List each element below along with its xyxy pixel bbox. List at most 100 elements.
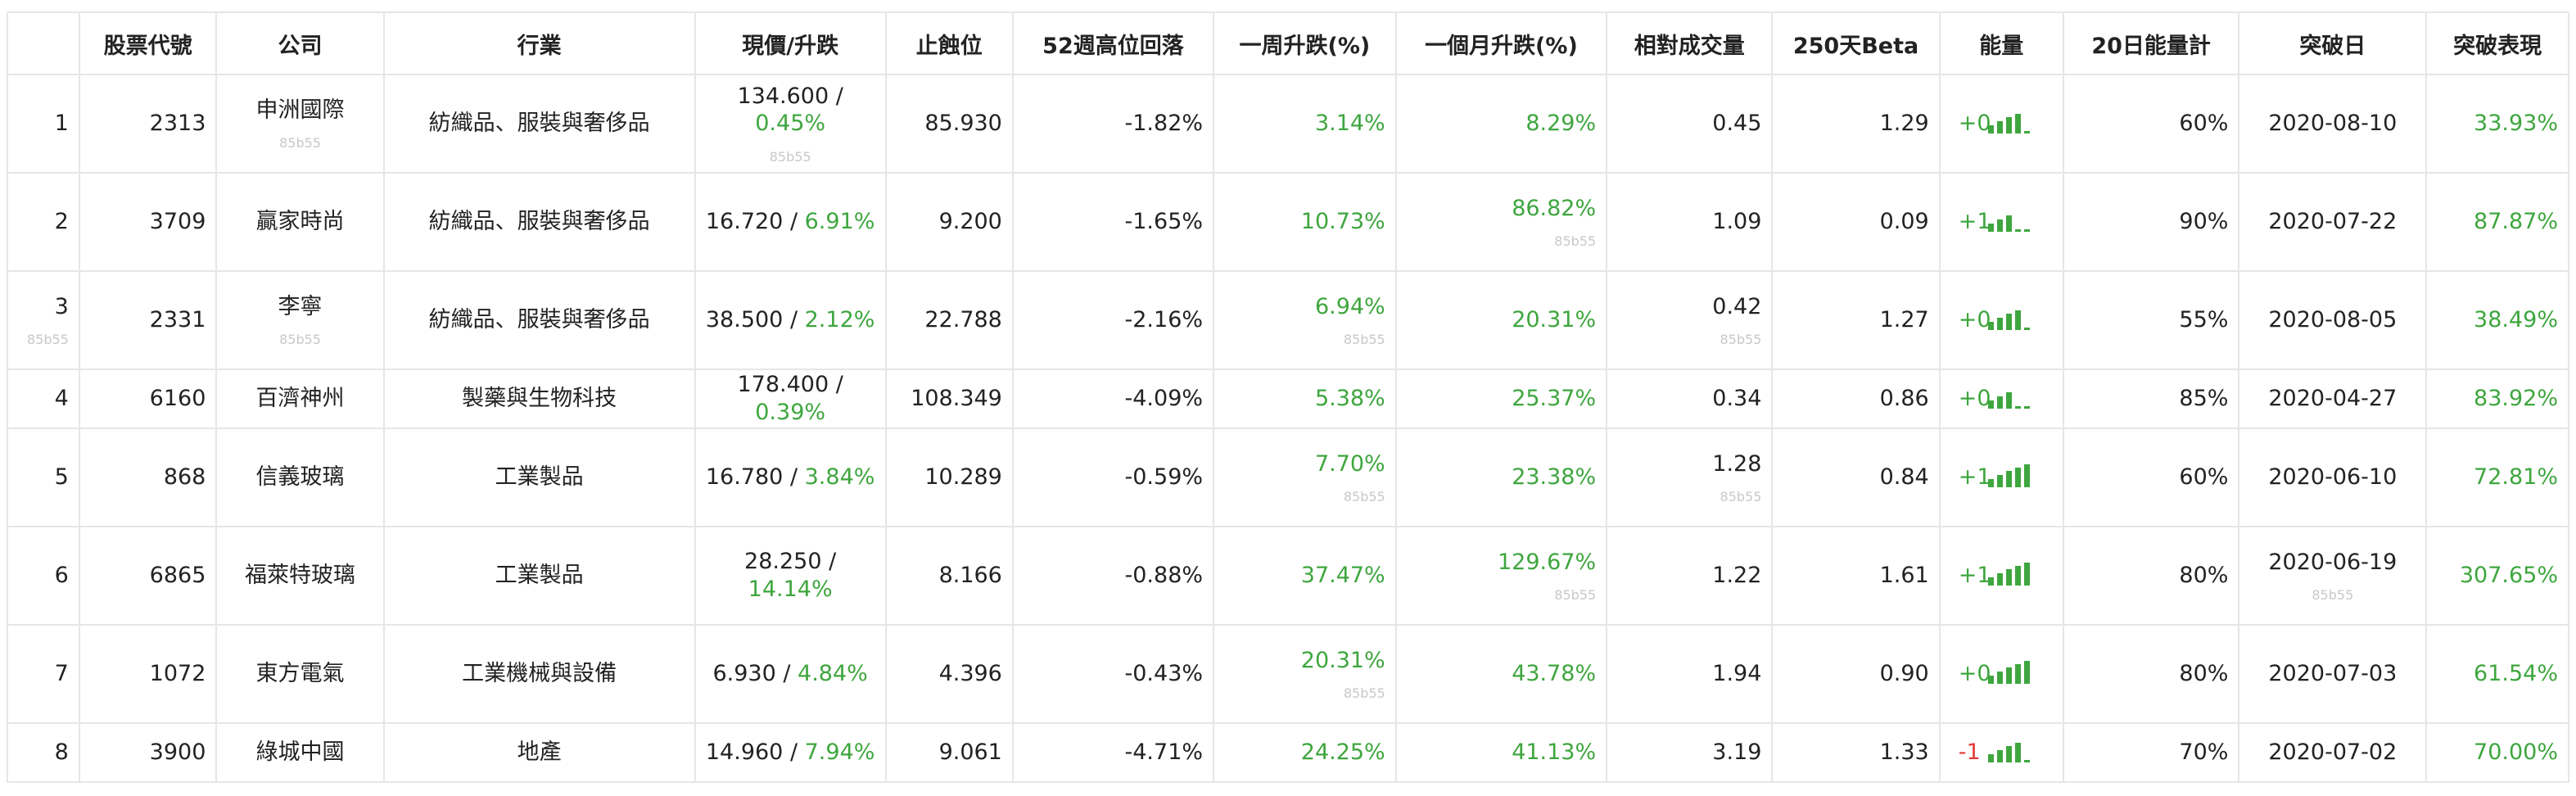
- signal-bars-icon: [1987, 111, 2030, 134]
- meter-cell: 90%: [2062, 172, 2240, 272]
- stop-cell: 22.788: [884, 270, 1014, 370]
- stop-cell: 10.289: [884, 427, 1014, 527]
- col-header-company[interactable]: 公司: [215, 11, 385, 75]
- table-row[interactable]: 6 6865 福萊特玻璃 工業製品 28.250 / 14.14% 8.166 …: [7, 526, 2569, 626]
- row-index: 4: [54, 386, 69, 412]
- table-row[interactable]: 4 6160 百濟神州 製藥與生物科技 178.400 / 0.39% 108.…: [7, 369, 2569, 429]
- month-change: 25.37%: [1512, 386, 1597, 412]
- beta-value: 1.61: [1879, 563, 1929, 589]
- week-change: 3.14%: [1314, 111, 1385, 137]
- col-header-meter[interactable]: 20日能量計: [2062, 11, 2240, 75]
- month-cell: 8.29%: [1394, 74, 1608, 174]
- company-cell: 贏家時尚: [215, 172, 385, 272]
- col-header-breakout-date[interactable]: 突破日: [2238, 11, 2428, 75]
- row-index-cell: 5: [7, 427, 80, 527]
- company-sub: 85b55: [279, 135, 321, 152]
- signal-bars-icon: [1987, 739, 2030, 763]
- industry-name: 紡織品、服裝與奢侈品: [428, 307, 650, 333]
- company-name[interactable]: 百濟神州: [255, 386, 345, 412]
- energy-cell: -1: [1938, 722, 2064, 783]
- beta-cell: 1.61: [1771, 526, 1941, 626]
- industry-name: 製藥與生物科技: [462, 386, 617, 412]
- signal-bar: [1996, 318, 2003, 331]
- month-change: 41.13%: [1512, 739, 1597, 766]
- col-header-code[interactable]: 股票代號: [78, 11, 218, 75]
- col-header-industry[interactable]: 行業: [382, 11, 696, 75]
- col-header-breakout-perf[interactable]: 突破表現: [2425, 11, 2569, 75]
- code-cell: 2313: [78, 74, 218, 174]
- table-row[interactable]: 7 1072 東方電氣 工業機械與設備 6.930 / 4.84% 4.396 …: [7, 624, 2569, 724]
- breakout-date: 2020-06-19: [2268, 549, 2397, 575]
- relvol-cell: 1.09: [1606, 172, 1774, 272]
- col-header-price[interactable]: 現價/升跌: [694, 11, 887, 75]
- month-change: 20.31%: [1512, 307, 1597, 333]
- meter-cell: 60%: [2062, 74, 2240, 174]
- price-change: 3.84%: [804, 464, 875, 491]
- beta-cell: 0.86: [1771, 369, 1941, 429]
- table-row[interactable]: 5 868 信義玻璃 工業製品 16.780 / 3.84% 10.289 -0…: [7, 427, 2569, 527]
- table-row[interactable]: 8 3900 綠城中國 地產 14.960 / 7.94% 9.061 -4.7…: [7, 722, 2569, 783]
- energy-value: +0: [1958, 111, 1991, 137]
- row-index-sub: 85b55: [26, 332, 69, 348]
- col-header-stop[interactable]: 止蝕位: [884, 11, 1014, 75]
- signal-bar: [1987, 577, 1994, 586]
- signal-bar: [2005, 314, 2012, 331]
- company-cell: 信義玻璃: [215, 427, 385, 527]
- price-separator: /: [783, 209, 805, 235]
- signal-bar: [2014, 310, 2021, 331]
- week-change: 7.70%: [1314, 450, 1385, 477]
- signal-bar: [2005, 392, 2012, 409]
- signal-bar: [2023, 661, 2030, 685]
- table-row[interactable]: 3 85b55 2331 李寧 85b55 紡織品、服裝與奢侈品 38.500 / …: [7, 270, 2569, 370]
- stop-loss-value: 85.930: [924, 111, 1002, 137]
- week-sub: 85b55: [1343, 489, 1385, 505]
- week-cell: 5.38%: [1213, 369, 1397, 429]
- price-change: 0.45%: [755, 111, 826, 137]
- company-name[interactable]: 福萊特玻璃: [245, 563, 356, 589]
- col-header-energy[interactable]: 能量: [1938, 11, 2064, 75]
- company-cell: 百濟神州: [215, 369, 385, 429]
- energy-value: +1: [1958, 464, 1991, 491]
- drawdown-value: -1.82%: [1124, 111, 1204, 137]
- col-header-beta[interactable]: 250天Beta: [1771, 11, 1941, 75]
- table-row[interactable]: 2 3709 贏家時尚 紡織品、服裝與奢侈品 16.720 / 6.91% 9.…: [7, 172, 2569, 272]
- company-name[interactable]: 東方電氣: [255, 661, 345, 687]
- relative-volume: 1.09: [1712, 209, 1762, 235]
- price-separator: /: [783, 307, 805, 333]
- energy-cell: +0: [1938, 624, 2064, 724]
- company-name[interactable]: 信義玻璃: [255, 464, 345, 491]
- price-cell: 16.780 / 3.84%: [694, 427, 887, 527]
- beta-value: 1.29: [1879, 111, 1929, 137]
- company-name[interactable]: 贏家時尚: [255, 209, 345, 235]
- stock-code[interactable]: 868: [163, 464, 206, 491]
- stock-code[interactable]: 3900: [149, 739, 206, 766]
- breakout-date-cell: 2020-06-19 85b55: [2238, 526, 2428, 626]
- company-name[interactable]: 綠城中國: [255, 739, 345, 766]
- company-name[interactable]: 申洲國際: [255, 97, 345, 123]
- stock-code[interactable]: 6865: [149, 563, 206, 589]
- breakout-perf-cell: 87.87%: [2425, 172, 2569, 272]
- col-header-month[interactable]: 一個月升跌(%): [1394, 11, 1608, 75]
- stock-code[interactable]: 2313: [149, 111, 206, 137]
- month-cell: 129.67% 85b55: [1394, 526, 1608, 626]
- industry-cell: 製藥與生物科技: [382, 369, 696, 429]
- stock-code[interactable]: 6160: [149, 386, 206, 412]
- stock-code[interactable]: 2331: [149, 307, 206, 333]
- beta-cell: 0.90: [1771, 624, 1941, 724]
- industry-name: 工業機械與設備: [462, 661, 617, 687]
- stock-code[interactable]: 1072: [149, 661, 206, 687]
- industry-cell: 工業製品: [382, 427, 696, 527]
- week-sub: 85b55: [1343, 332, 1385, 348]
- table-row[interactable]: 1 2313 申洲國際 85b55 紡織品、服裝與奢侈品 134.600 / 0.…: [7, 74, 2569, 174]
- price-value: 16.720: [705, 209, 784, 235]
- col-header-week[interactable]: 一周升跌(%): [1213, 11, 1397, 75]
- col-header-index[interactable]: [7, 11, 80, 75]
- energy-value: +0: [1958, 307, 1991, 333]
- col-header-drawdown[interactable]: 52週高位回落: [1011, 11, 1215, 75]
- stock-code[interactable]: 3709: [149, 209, 206, 235]
- relative-volume: 1.94: [1712, 661, 1762, 687]
- relative-volume: 1.22: [1712, 563, 1762, 589]
- col-header-relvol[interactable]: 相對成交量: [1606, 11, 1774, 75]
- price-change: 0.39%: [755, 400, 826, 425]
- company-name[interactable]: 李寧: [278, 293, 323, 319]
